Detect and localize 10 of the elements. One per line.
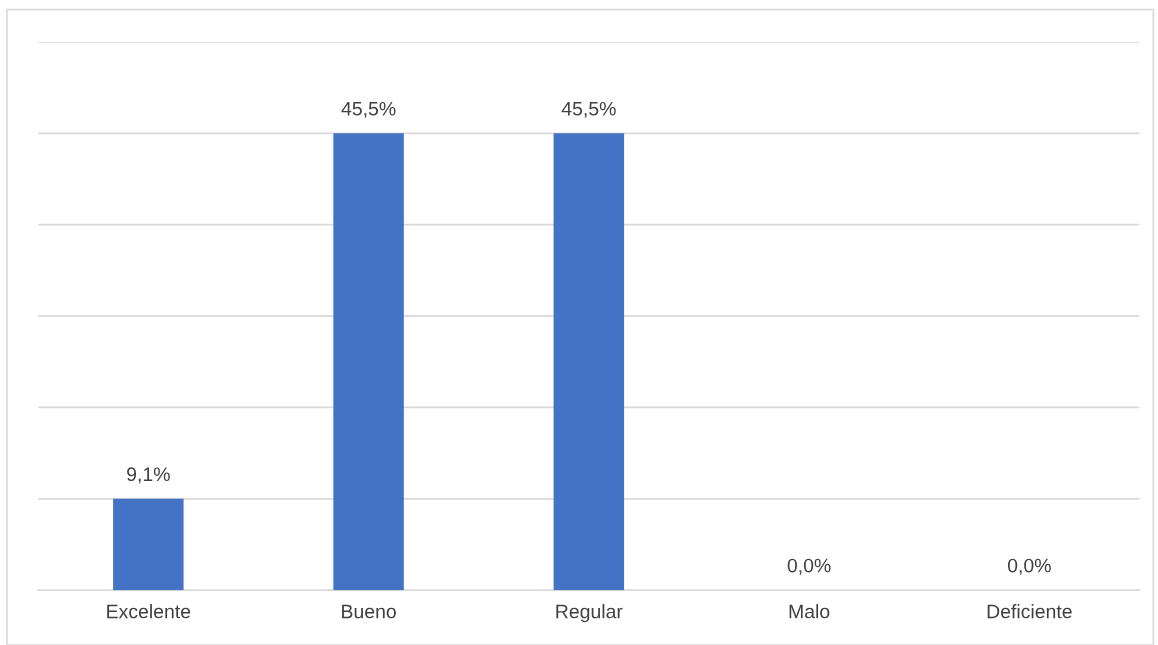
data-label: 0,0%: [1007, 558, 1051, 575]
data-label: 9,1%: [127, 467, 170, 484]
data-label: 0,0%: [787, 558, 831, 575]
x-tick-label: Excelente: [107, 604, 191, 619]
x-tick-label: Malo: [789, 604, 830, 619]
x-tick-label: Bueno: [342, 604, 396, 619]
data-label: 45,5%: [341, 101, 396, 118]
data-label: 45,5%: [561, 101, 616, 118]
x-tick-label: Regular: [556, 604, 623, 623]
x-tick-label: Deficiente: [987, 604, 1072, 619]
